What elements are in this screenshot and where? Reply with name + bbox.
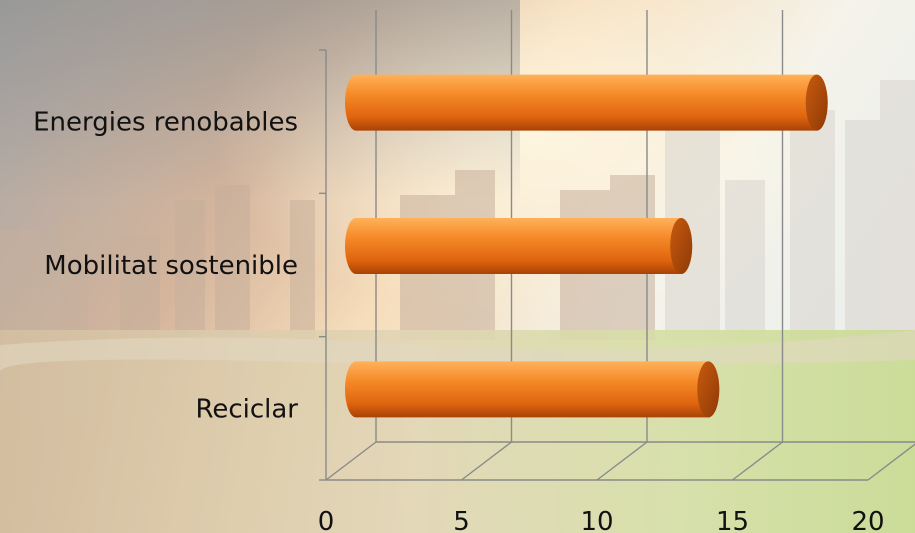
bar-body (345, 218, 693, 274)
x-tick-label: 20 (851, 507, 884, 533)
floor-gridline (596, 441, 648, 481)
bar-end-cap (805, 74, 828, 131)
floor-gridline (867, 443, 915, 481)
category-label: Mobilitat sostenible (44, 251, 298, 281)
floor-gridline (325, 441, 377, 481)
x-tick-label: 15 (716, 507, 749, 533)
bar (345, 218, 693, 274)
category-axis (319, 49, 915, 481)
floor-gridline (461, 441, 512, 481)
bar (345, 74, 828, 131)
category-labels: Energies renobables Mobilitat sostenible R… (33, 108, 298, 425)
bar-end-cap (670, 218, 693, 274)
floor-gridline (732, 441, 783, 481)
x-tick-label: 0 (318, 507, 335, 533)
x-axis-tick-labels: 0 5 10 15 20 (318, 507, 885, 533)
bars (345, 74, 828, 418)
category-label: Reciclar (195, 394, 298, 424)
bar (345, 361, 720, 418)
x-tick-label: 5 (453, 507, 470, 533)
bar-end-cap (697, 361, 720, 418)
bar-body (345, 74, 828, 131)
bar-body (345, 361, 720, 418)
x-tick-label: 10 (580, 507, 613, 533)
category-label: Energies renobables (33, 108, 298, 138)
